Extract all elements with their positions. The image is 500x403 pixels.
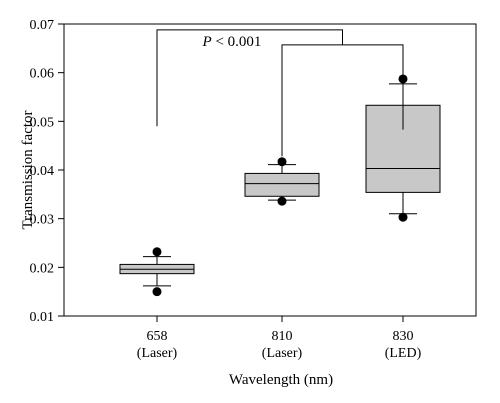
outlier-point xyxy=(277,157,287,167)
x-tick-label: 830 xyxy=(393,329,414,344)
x-tick-label: 658 xyxy=(147,329,168,344)
box-1 xyxy=(119,247,195,297)
sub-bracket xyxy=(281,44,404,157)
significance-annotation: P < 0.001 xyxy=(156,29,404,157)
box-series xyxy=(119,74,441,297)
y-tick-label: 0.07 xyxy=(30,18,55,33)
box-2 xyxy=(244,157,320,206)
outlier-point xyxy=(277,196,287,206)
y-tick-label: 0.04 xyxy=(30,164,55,179)
y-tick-label: 0.03 xyxy=(30,213,55,228)
outlier-point xyxy=(152,287,162,297)
main-bracket xyxy=(156,29,343,127)
p-value-label: P < 0.001 xyxy=(202,34,262,50)
x-tick-sublabel: (LED) xyxy=(385,346,422,361)
x-axis-label: Wavelength (nm) xyxy=(229,372,333,388)
outlier-point xyxy=(398,212,408,222)
x-tick-sublabel: (Laser) xyxy=(137,346,178,361)
x-tick-label: 810 xyxy=(272,329,293,344)
x-tick-sublabel: (Laser) xyxy=(262,346,303,361)
y-tick-label: 0.06 xyxy=(30,67,55,82)
outlier-point xyxy=(152,247,162,257)
iqr-box xyxy=(244,172,320,197)
y-tick-label: 0.02 xyxy=(30,261,55,276)
y-tick-label: 0.01 xyxy=(30,310,55,325)
axes: 0.01 0.02 0.03 0.04 0.05 0.06 0.07 658 (Laser) 81… xyxy=(30,18,477,361)
y-tick-label: 0.05 xyxy=(30,115,55,130)
y-axis-label: Transmission factor xyxy=(20,110,36,229)
